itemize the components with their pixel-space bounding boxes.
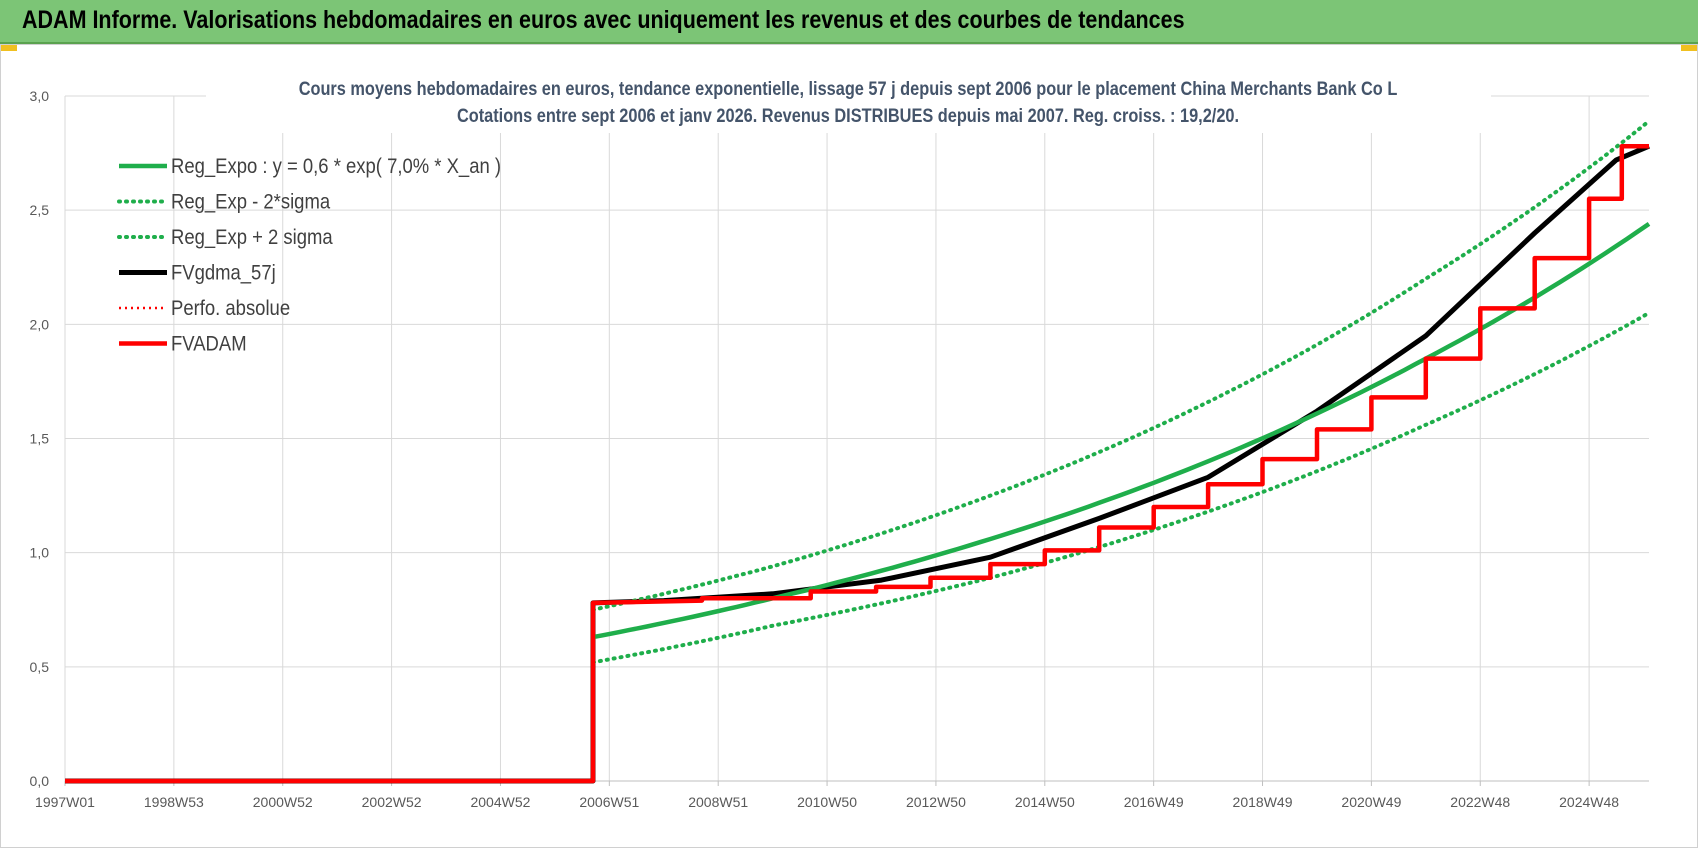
x-tick-label: 2010W50	[797, 794, 857, 810]
report-title: ADAM Informe. Valorisations hebdomadaire…	[22, 6, 1185, 34]
legend-label: Reg_Exp - 2*sigma	[171, 190, 330, 213]
x-tick-label: 1997W01	[35, 794, 95, 810]
legend-label: Reg_Exp + 2 sigma	[171, 226, 333, 249]
chart-title: Cours moyens hebdomadaires en euros, ten…	[299, 78, 1398, 99]
legend-label: FVADAM	[171, 332, 247, 355]
y-tick-label: 0,5	[30, 659, 50, 675]
y-tick-label: 1,5	[30, 431, 50, 447]
legend-label: Reg_Expo : y = 0,6 * exp( 7,0% * X_an )	[171, 155, 501, 178]
x-tick-label: 2014W50	[1015, 794, 1075, 810]
title-background	[206, 73, 1491, 133]
y-tick-label: 0,0	[30, 773, 50, 789]
axis-layer: 0,0 0,5 1,0 1,5 2,0 2,5 3,0 1997W01 1998W53 2000W…	[30, 88, 1649, 810]
y-tick-label: 1,0	[30, 545, 50, 561]
x-tick-label: 2004W52	[470, 794, 530, 810]
x-tick-label: 1998W53	[144, 794, 204, 810]
step-red-series-line	[65, 143, 1649, 784]
x-tick-label: 2020W49	[1341, 794, 1401, 810]
chart-svg: 0,0 0,5 1,0 1,5 2,0 2,5 3,0 1997W01 1998W53 2000W…	[30, 73, 1651, 810]
solid-green-series-line	[592, 222, 1651, 640]
legend-label: FVgdma_57j	[171, 261, 276, 284]
x-tick-label: 2006W51	[579, 794, 639, 810]
x-tick-label: 2016W49	[1124, 794, 1184, 810]
frame-corner-marker	[1681, 45, 1697, 51]
y-tick-label: 2,5	[30, 202, 50, 218]
frame-corner-marker	[1, 45, 17, 51]
grid-layer	[64, 95, 1649, 782]
x-tick-label: 2018W49	[1233, 794, 1293, 810]
x-tick-label: 2024W48	[1559, 794, 1619, 810]
x-tick-label: 2012W50	[906, 794, 966, 810]
legend-label: Perfo. absolue	[171, 297, 290, 320]
report-banner: ADAM Informe. Valorisations hebdomadaire…	[0, 0, 1698, 44]
y-tick-label: 2,0	[30, 316, 50, 332]
chart-subtitle: Cotations entre sept 2006 et janv 2026. …	[457, 105, 1239, 126]
chart-frame: 0,0 0,5 1,0 1,5 2,0 2,5 3,0 1997W01 1998W53 2000W…	[0, 44, 1698, 848]
dotted-green-series-line	[591, 310, 1651, 665]
x-tick-label: 2002W52	[362, 794, 422, 810]
dotted-red-series-line	[65, 602, 595, 783]
x-tick-label: 2022W48	[1450, 794, 1510, 810]
legend: Reg_Expo : y = 0,6 * exp( 7,0% * X_an ) R…	[117, 155, 501, 356]
x-tick-label: 2008W51	[688, 794, 748, 810]
x-tick-label: 2000W52	[253, 794, 313, 810]
series-layer	[65, 119, 1651, 784]
y-tick-label: 3,0	[30, 88, 50, 104]
dotted-green-series-line	[591, 119, 1651, 612]
